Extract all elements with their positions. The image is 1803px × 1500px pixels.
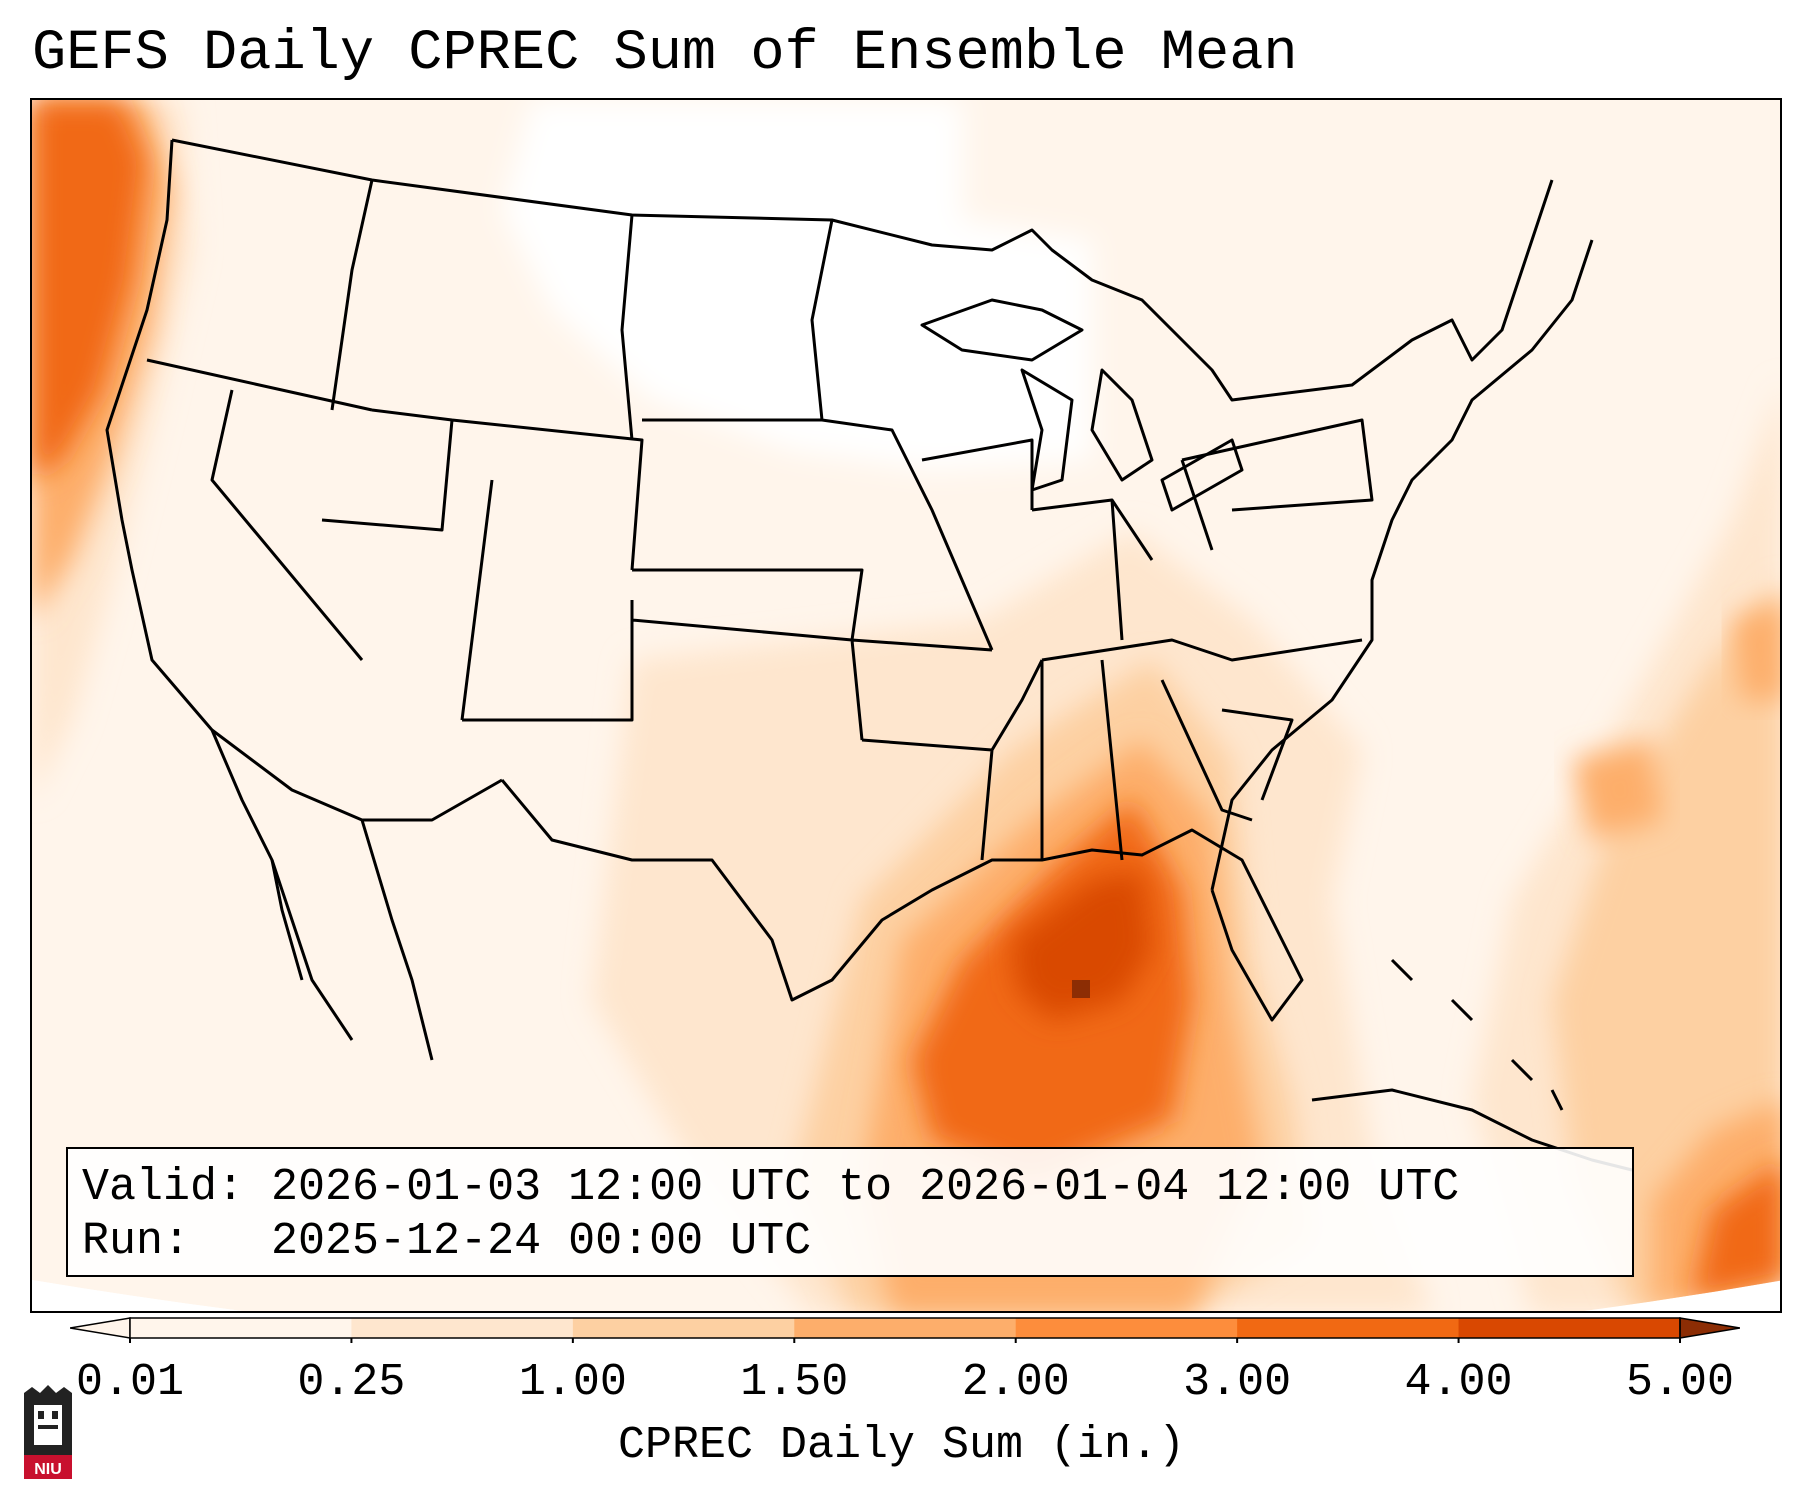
valid-label: Valid: [82,1162,245,1213]
colorbar-tick-label: 1.00 [518,1357,627,1408]
colorbar-segment [1015,1318,1238,1338]
valid-run-infobox: Valid: 2026-01-03 12:00 UTC to 2026-01-0… [66,1147,1634,1277]
colorbar-tick-label: 4.00 [1404,1357,1513,1408]
mexico-outline [211,728,503,1061]
pacific-very-heavy-band [32,100,147,480]
colorbar-tick-label: 2.00 [961,1357,1070,1408]
gulf-coast [500,779,1304,1022]
colorbar-tick-label: 0.01 [75,1357,185,1408]
extreme-cell [1072,980,1090,998]
colorbar-segment [1237,1318,1460,1338]
colorbar-outline [129,1317,1681,1339]
colorbar-segment [794,1318,1017,1338]
atlantic-very-heavy-band [1692,1160,1780,1300]
colorbar-extend-min [70,1317,131,1339]
logo-text: NIU [34,1461,62,1478]
colorbar-segment [130,1318,352,1338]
offshore-heavy-cell-east [1732,600,1780,700]
state-lines [146,179,1374,861]
precip-map[interactable] [30,98,1782,1313]
atlantic-coast [1210,239,1594,891]
colorbar-label: CPREC Daily Sum (in.) [617,1420,1186,1471]
mississippi-max-area [1012,870,1152,1020]
west-coast [105,139,354,1041]
map-outlines [105,138,1633,1172]
great-lakes [920,298,1244,512]
colorbar-segment [351,1318,574,1338]
run-value: 2025-12-24 00:00 UTC [271,1216,812,1267]
us-canada-border [171,138,1554,402]
colorbar-segment [572,1318,795,1338]
bahamas-outline [1390,958,1564,1111]
chart-title: GEFS Daily CPREC Sum of Ensemble Mean [32,22,1298,86]
no-precip-area [502,100,1092,470]
map-canvas [32,100,1780,1311]
colorbar-extend-max [1679,1317,1740,1339]
colorbar-tick-label: 0.25 [297,1357,406,1408]
colorbar-tick-label: 1.50 [740,1357,849,1408]
colorbar [70,1317,1740,1343]
colorbar-segment [1458,1318,1681,1338]
run-label: Run: [82,1216,191,1267]
offshore-heavy-cell [1572,740,1662,840]
colorbar-tick-label: 5.00 [1625,1357,1735,1408]
valid-value: 2026-01-03 12:00 UTC to 2026-01-04 12:00… [271,1162,1460,1213]
colorbar-tick-label: 3.00 [1183,1357,1292,1408]
niu-castle-logo-icon: NIU [24,1385,72,1479]
